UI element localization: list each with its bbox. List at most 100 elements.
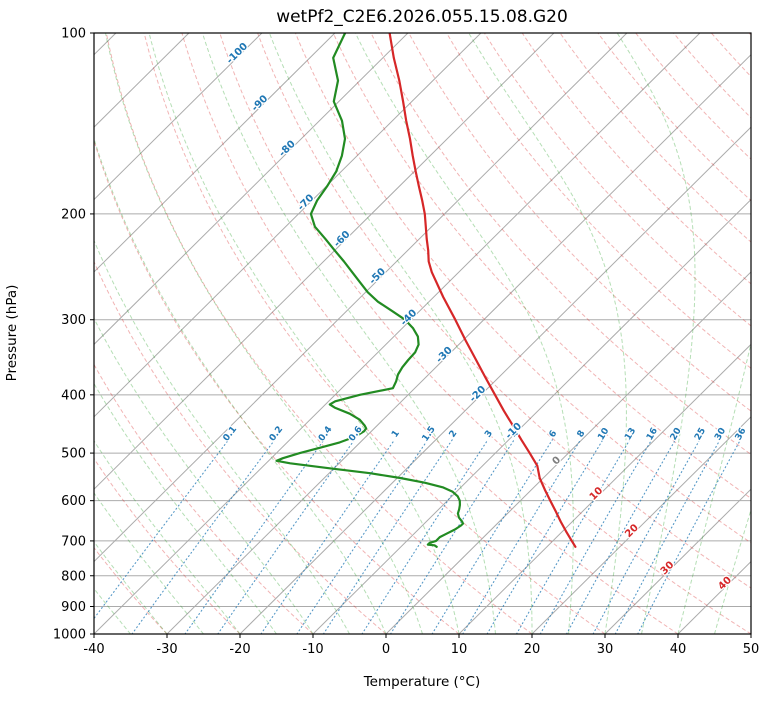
y-tick-label: 300 bbox=[61, 313, 86, 328]
isotherm-label: -40 bbox=[399, 308, 420, 329]
dry-adiabat-line bbox=[94, 457, 241, 634]
x-tick-label: 20 bbox=[524, 642, 541, 657]
x-tick-label: -30 bbox=[156, 642, 177, 657]
dry-adiabat-line bbox=[143, 33, 606, 634]
dry-adiabat-line bbox=[521, 33, 751, 285]
isotherm-gridline bbox=[94, 33, 263, 201]
dry-adiabat-line bbox=[597, 33, 751, 202]
isotherm-gridline bbox=[94, 33, 701, 634]
isotherm-gridline bbox=[166, 54, 751, 634]
mixing-ratio-line bbox=[486, 439, 604, 634]
mixing-ratio-line bbox=[565, 439, 677, 634]
mixing-ratio-line bbox=[296, 439, 429, 634]
isotherm-gridline bbox=[94, 33, 482, 418]
isotherm-label: -50 bbox=[367, 266, 388, 287]
plot-border bbox=[93, 32, 752, 635]
isotherm-label: 30 bbox=[659, 560, 677, 578]
mixing-ratio-line bbox=[94, 439, 230, 620]
moist-adiabat-line bbox=[714, 508, 751, 634]
mixing-ratio-label: 3 bbox=[483, 429, 495, 440]
temperature-curve bbox=[388, 33, 577, 548]
dry-adiabat-line bbox=[748, 33, 751, 36]
dry-adiabat-layer bbox=[94, 33, 751, 634]
mixing-ratio-layer bbox=[94, 439, 742, 634]
moist-adiabat-line bbox=[94, 382, 277, 634]
y-tick-label: 1000 bbox=[53, 628, 86, 643]
mixing-ratio-line bbox=[322, 439, 453, 634]
isotherm-label: -90 bbox=[250, 93, 271, 114]
dry-adiabat-line bbox=[710, 33, 751, 78]
dry-adiabat-line bbox=[181, 33, 679, 634]
isotherm-gridline bbox=[94, 33, 628, 563]
mixing-ratio-line bbox=[184, 439, 325, 634]
x-tick-label: 0 bbox=[382, 642, 390, 657]
isotherm-gridline bbox=[531, 416, 751, 634]
x-tick-label: 40 bbox=[670, 642, 687, 657]
dry-adiabat-line bbox=[94, 260, 387, 634]
mixing-ratio-label: 8 bbox=[576, 429, 588, 440]
dry-adiabat-line bbox=[332, 33, 751, 499]
mixing-ratio-line bbox=[539, 439, 653, 634]
dry-adiabat-line bbox=[105, 33, 533, 634]
isotherm-gridline bbox=[239, 126, 751, 634]
x-tick-label: 30 bbox=[597, 642, 614, 657]
x-tick-label: 10 bbox=[451, 642, 468, 657]
moist-adiabat-line bbox=[268, 33, 533, 634]
dry-adiabat-line bbox=[408, 33, 751, 412]
mixing-ratio-label: 0.1 bbox=[222, 425, 240, 444]
mixing-ratio-label: 20 bbox=[669, 426, 684, 442]
isotherm-gridline bbox=[94, 33, 555, 490]
moist-adiabat-line bbox=[105, 33, 423, 634]
y-tick-label: 200 bbox=[61, 207, 86, 222]
profile-layer bbox=[275, 33, 577, 548]
moist-adiabat-line bbox=[94, 239, 350, 634]
mixing-ratio-line bbox=[592, 439, 701, 634]
mixing-ratio-label: 2 bbox=[448, 429, 460, 440]
isotherm-label: -20 bbox=[468, 384, 489, 405]
y-tick-label: 700 bbox=[61, 534, 86, 549]
isotherm-label: 20 bbox=[623, 522, 641, 540]
y-tick-label: 400 bbox=[61, 388, 86, 403]
y-tick-label: 800 bbox=[61, 569, 86, 584]
isotherm-gridline bbox=[385, 271, 751, 634]
dry-adiabat-line bbox=[94, 139, 460, 634]
mixing-ratio-line bbox=[515, 439, 631, 634]
mixing-ratio-label: 10 bbox=[596, 426, 611, 442]
moist-adiabat-layer bbox=[94, 33, 751, 634]
mixing-ratio-line bbox=[260, 439, 396, 634]
x-axis-label: Temperature (°C) bbox=[363, 674, 481, 690]
mixing-ratio-label: 30 bbox=[713, 426, 728, 442]
moist-adiabat-line bbox=[616, 33, 696, 634]
dewpoint-curve bbox=[275, 33, 465, 548]
y-tick-label: 900 bbox=[61, 600, 86, 615]
isotherm-label: -100 bbox=[225, 41, 251, 66]
y-tick-label: 500 bbox=[61, 447, 86, 462]
isotherm-gridline bbox=[604, 488, 751, 634]
x-tick-label: -10 bbox=[302, 642, 323, 657]
dry-adiabat-line bbox=[257, 33, 751, 589]
isotherm-gridline bbox=[750, 633, 751, 634]
x-tick-label: -20 bbox=[229, 642, 250, 657]
x-tick-label: 50 bbox=[743, 642, 760, 657]
moist-adiabat-line bbox=[94, 439, 241, 634]
mixing-ratio-line bbox=[614, 439, 721, 634]
mixing-ratio-label: 25 bbox=[693, 426, 708, 442]
chart-title: wetPf2_C2E6.2026.055.15.08.G20 bbox=[276, 7, 568, 27]
axes-layer: -40 -30 -20 -10 0 10 20 30 40 5010020030040050060… bbox=[53, 27, 759, 658]
isotherm-gridline bbox=[94, 33, 336, 273]
y-axis-label: Pressure (hPa) bbox=[4, 285, 20, 382]
moist-adiabat-line bbox=[94, 136, 387, 634]
dry-adiabat-line bbox=[635, 33, 751, 160]
moist-adiabat-line bbox=[148, 33, 460, 634]
dry-adiabat-line bbox=[294, 33, 751, 544]
mixing-ratio-label: 6 bbox=[548, 429, 560, 440]
isotherm-label: -80 bbox=[277, 139, 298, 160]
dry-adiabat-line bbox=[559, 33, 751, 243]
grid-layer bbox=[94, 33, 751, 634]
isotherm-gridline bbox=[94, 33, 409, 346]
moist-adiabat-line bbox=[94, 317, 314, 634]
dry-adiabat-line bbox=[446, 33, 751, 369]
moist-adiabat-line bbox=[468, 33, 627, 634]
